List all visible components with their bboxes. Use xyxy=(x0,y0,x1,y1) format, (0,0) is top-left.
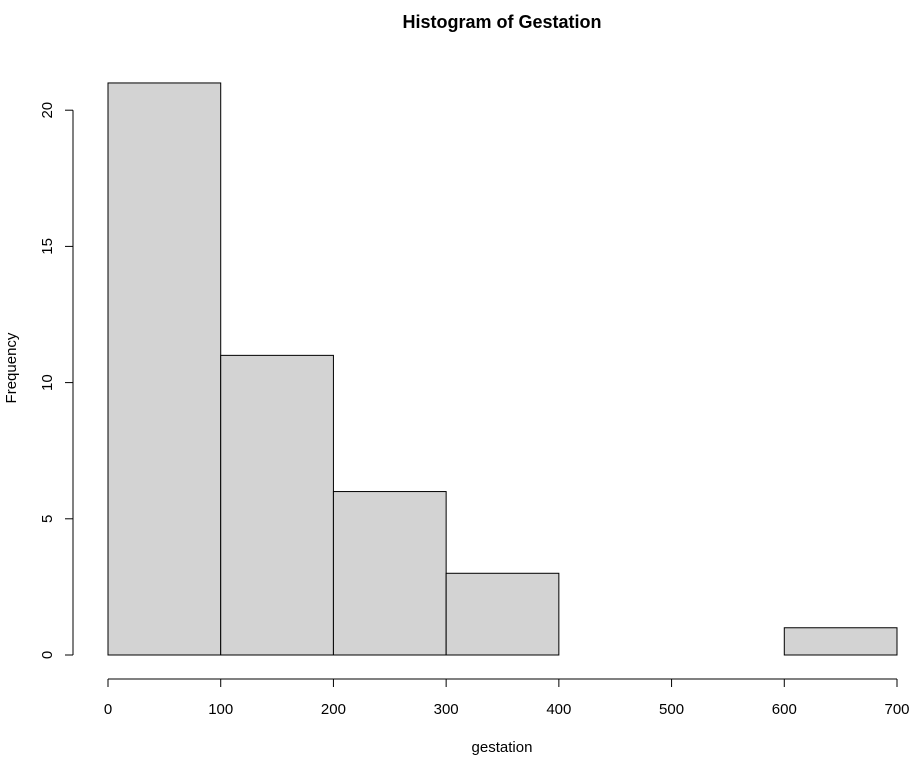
x-tick-label-100: 100 xyxy=(208,701,233,718)
x-tick-label-600: 600 xyxy=(772,701,797,718)
y-tick-label-20: 20 xyxy=(39,102,56,119)
x-tick-label-300: 300 xyxy=(434,701,459,718)
x-axis: 0 100 200 300 400 500 600 700 xyxy=(104,678,910,718)
bars-layer xyxy=(107,82,898,656)
x-tick-label-700: 700 xyxy=(884,701,909,718)
y-tick-label-0: 0 xyxy=(39,651,56,659)
y-tick-label-15: 15 xyxy=(39,238,56,255)
x-tick-label-0: 0 xyxy=(104,701,112,718)
histogram-bar-0-100 xyxy=(107,82,222,656)
chart-title: Histogram of Gestation xyxy=(402,12,601,32)
histogram-bar-100-200 xyxy=(220,354,334,656)
x-tick-label-400: 400 xyxy=(546,701,571,718)
y-tick-label-5: 5 xyxy=(39,515,56,523)
histogram-bar-600-700 xyxy=(783,627,898,656)
x-tick-label-200: 200 xyxy=(321,701,346,718)
histogram-bar-300-400 xyxy=(445,572,560,656)
y-tick-label-10: 10 xyxy=(39,374,56,391)
y-axis-label: Frequency xyxy=(3,332,20,403)
x-tick-label-500: 500 xyxy=(659,701,684,718)
y-axis: 0 5 10 15 20 xyxy=(39,102,74,659)
x-axis-label: gestation xyxy=(472,739,533,756)
histogram-bar-200-300 xyxy=(332,491,447,656)
